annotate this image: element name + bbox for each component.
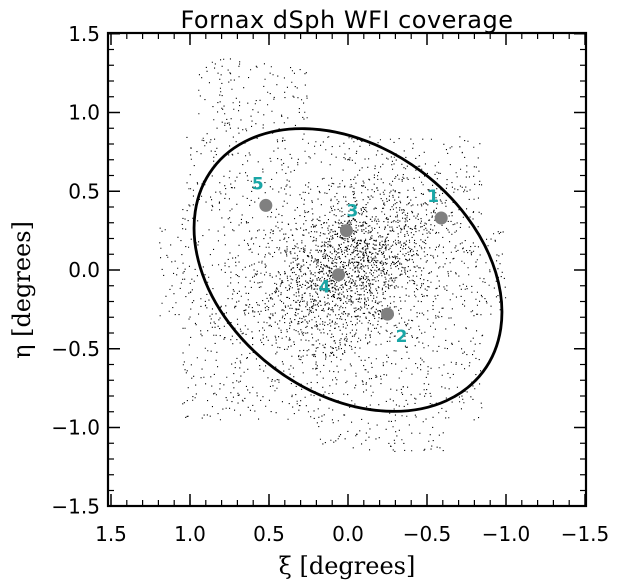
y-tick-label: 1.5 — [68, 22, 100, 46]
y-tick-label: 1.0 — [68, 101, 100, 125]
chart-title: Fornax dSph WFI coverage — [180, 6, 513, 34]
y-tick-label: −0.5 — [51, 337, 100, 361]
cluster-label-5: 5 — [252, 174, 264, 194]
plot-frame — [106, 31, 588, 508]
x-tick-label: −1.5 — [561, 522, 610, 546]
x-tick-label: 0.5 — [253, 522, 285, 546]
cluster-marker-5 — [259, 198, 273, 212]
cluster-label-4: 4 — [319, 278, 331, 298]
cluster-marker-2 — [381, 307, 394, 321]
y-tick-labels: −1.5 −1.0 −0.5 0.0 0.5 1.0 1.5 — [51, 22, 100, 519]
cluster-label-2: 2 — [396, 327, 408, 347]
y-tick-label: −1.5 — [51, 494, 100, 518]
x-tick-label: −1.0 — [482, 522, 531, 546]
x-tick-label: −0.5 — [403, 522, 452, 546]
y-tick-label: 0.5 — [68, 179, 100, 203]
x-tick-label: 1.5 — [95, 522, 127, 546]
star-field — [159, 58, 507, 453]
x-axis-label: ξ [degrees] — [279, 552, 416, 580]
x-tick-label: 0.0 — [332, 522, 364, 546]
axis-ticks — [108, 33, 586, 507]
y-tick-label: 0.0 — [68, 258, 100, 282]
x-tick-label: 1.0 — [174, 522, 206, 546]
tidal-ellipse — [192, 127, 504, 413]
x-tick-labels: 1.5 1.0 0.5 0.0 −0.5 −1.0 −1.5 — [95, 522, 609, 546]
globular-clusters: 1 2 3 4 5 — [252, 174, 448, 347]
cluster-marker-1 — [434, 211, 448, 225]
y-tick-label: −1.0 — [51, 416, 100, 440]
star-points — [159, 58, 507, 453]
cluster-label-3: 3 — [346, 202, 358, 222]
y-axis-label: η [degrees] — [8, 221, 36, 359]
cluster-marker-4 — [332, 268, 346, 282]
cluster-marker-3 — [339, 224, 353, 238]
cluster-label-1: 1 — [427, 187, 439, 207]
